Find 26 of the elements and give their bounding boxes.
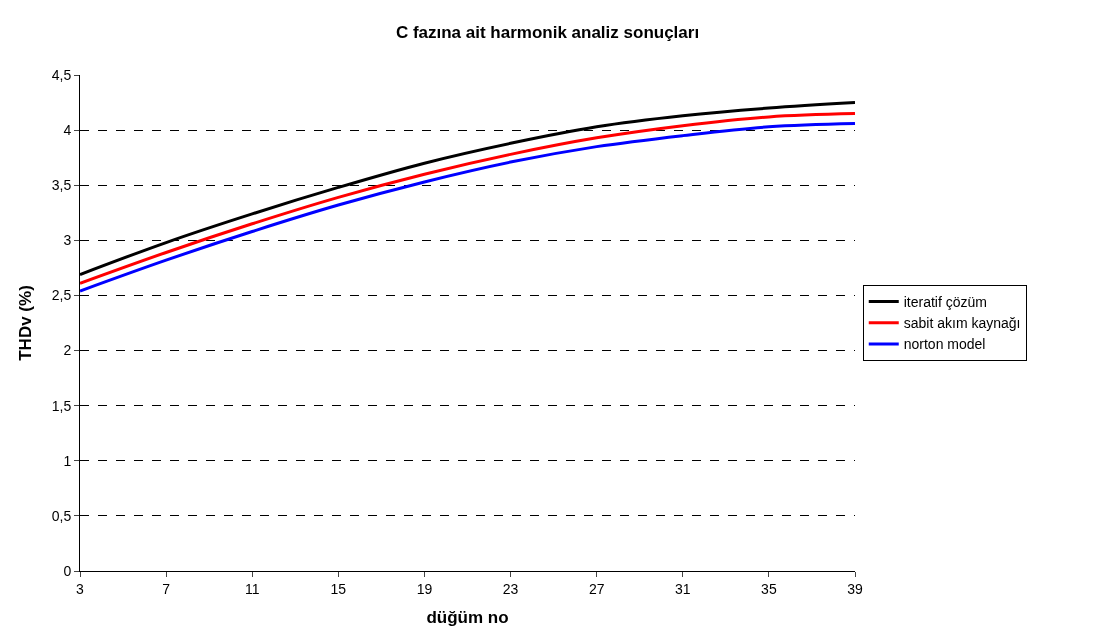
legend-label: sabit akım kaynağı (903, 315, 1021, 332)
x-tick-label: 23 (502, 580, 519, 597)
x-tick-label: 19 (416, 580, 433, 597)
y-tick-label: 4 (63, 122, 72, 139)
x-axis-title: düğüm no (426, 608, 509, 628)
y-tick-label: 4,5 (51, 66, 72, 83)
x-tick-label: 35 (761, 580, 777, 597)
x-tick-label: 3 (76, 580, 85, 597)
x-tick-label: 39 (847, 580, 863, 597)
legend-label: norton model (903, 336, 986, 353)
y-axis-title: THDv (%) (16, 285, 36, 361)
x-tick-label: 27 (588, 580, 605, 597)
y-tick-label: 1,5 (51, 397, 72, 414)
legend-label: iteratif çözüm (903, 294, 987, 311)
x-tick-label: 15 (330, 580, 347, 597)
x-tick-label: 11 (244, 580, 260, 597)
y-tick-label: 0,5 (51, 507, 72, 524)
y-tick-label: 1 (63, 452, 72, 469)
y-tick-label: 3 (63, 232, 72, 249)
y-tick-label: 0 (63, 562, 72, 579)
chart-title: C fazına ait harmonik analiz sonuçları (395, 22, 700, 42)
y-tick-label: 2,5 (51, 287, 72, 304)
x-tick-label: 7 (162, 580, 171, 597)
y-tick-label: 3,5 (51, 177, 72, 194)
y-tick-label: 2 (63, 342, 72, 359)
x-tick-label: 31 (674, 580, 691, 597)
